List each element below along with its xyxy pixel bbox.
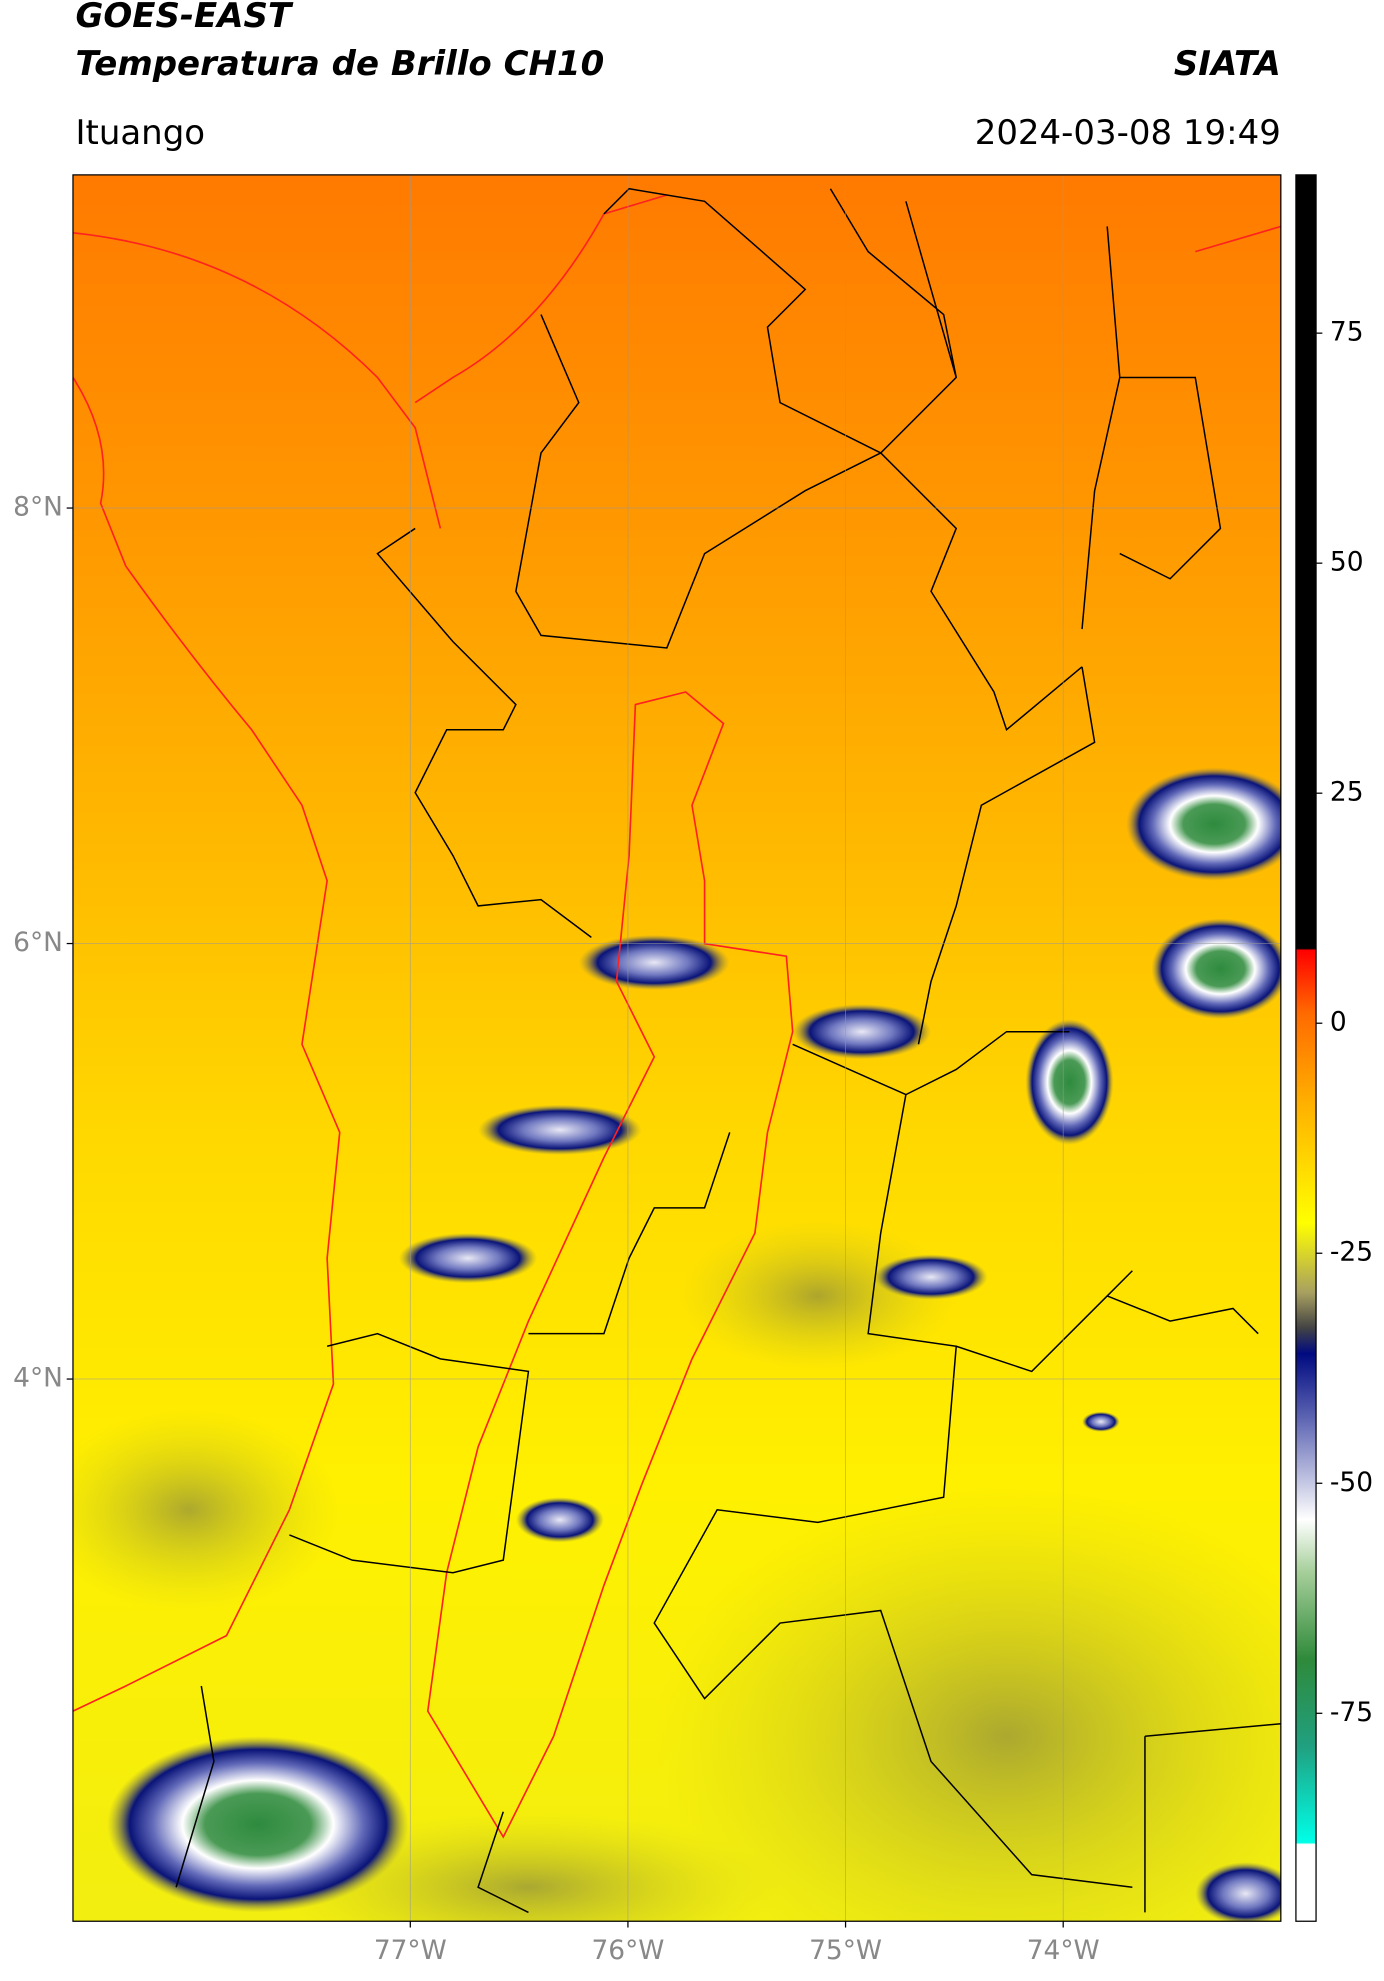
colorbar-tick-label: -50 — [1330, 1467, 1373, 1498]
source: SIATA — [1174, 44, 1281, 84]
colorbar-tick-label: 50 — [1330, 547, 1364, 578]
map-frame — [72, 174, 1282, 1922]
colorbar-tick-label: -25 — [1330, 1237, 1373, 1268]
x-tick-label: 74°W — [1027, 1935, 1100, 1966]
datetime: 2024-03-08 19:49 — [975, 113, 1281, 153]
colorbar-tick-label: 0 — [1330, 1007, 1347, 1038]
y-tick-label: 4°N — [13, 1363, 63, 1394]
colorbar — [1295, 174, 1317, 1922]
map-image — [72, 174, 1281, 1922]
colorbar-tick-label: 75 — [1330, 317, 1364, 348]
grid — [72, 174, 1281, 1922]
colorbar-tick-label: -75 — [1330, 1697, 1373, 1728]
x-tick-label: 75°W — [809, 1935, 882, 1966]
x-tick-label: 76°W — [591, 1935, 664, 1966]
location: Ituango — [75, 113, 205, 153]
y-tick-label: 8°N — [13, 492, 63, 523]
title: GOES-EAST — [75, 0, 293, 36]
subtitle: Temperatura de Brillo CH10 — [75, 44, 604, 84]
colorbar-tick-label: 25 — [1330, 777, 1364, 808]
x-tick-label: 77°W — [374, 1935, 447, 1966]
y-tick-label: 6°N — [13, 927, 63, 958]
